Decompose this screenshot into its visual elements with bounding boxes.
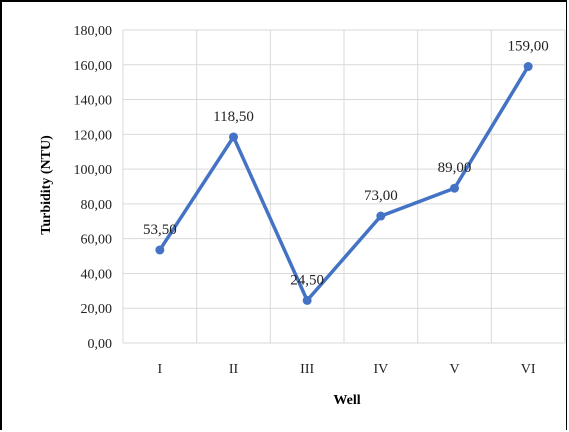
y-tick-labels: 0,00 20,00 40,00 60,00 80,00 100,00 120,00 140,… <box>74 24 113 352</box>
y-tick-label: 80,00 <box>81 198 113 213</box>
data-label: 89,00 <box>438 160 472 176</box>
x-tick-label: V <box>449 362 459 377</box>
y-tick-label: 120,00 <box>74 128 113 143</box>
series-layer <box>155 62 533 305</box>
data-label: 118,50 <box>213 109 254 125</box>
data-point <box>523 62 533 72</box>
y-tick-label: 100,00 <box>74 163 113 178</box>
series-line <box>158 65 530 303</box>
y-tick-label: 160,00 <box>74 59 113 74</box>
y-tick-label: 40,00 <box>81 267 113 282</box>
data-label: 24,50 <box>290 272 324 288</box>
x-tick-label: III <box>300 362 314 377</box>
y-tick-label: 140,00 <box>74 94 113 109</box>
grid-layer <box>122 29 566 344</box>
y-tick-label: 60,00 <box>81 233 113 248</box>
y-axis-title: Turbidity (NTU) <box>39 135 54 235</box>
x-tick-label: VI <box>521 362 536 377</box>
y-tick-label: 180,00 <box>74 24 113 39</box>
data-point <box>229 132 238 142</box>
x-tick-label: II <box>229 362 239 377</box>
data-labels: 53,50 118,50 24,50 73,00 89,00 159,00 <box>143 39 549 289</box>
data-point <box>450 183 459 193</box>
x-tick-label: I <box>157 362 162 377</box>
x-axis-title: Well <box>333 393 360 408</box>
x-tick-labels: I II III IV V VI <box>157 362 535 377</box>
data-label: 53,50 <box>143 222 177 238</box>
data-point <box>376 211 386 221</box>
data-label: 73,00 <box>364 188 398 204</box>
y-tick-label: 20,00 <box>81 302 113 317</box>
data-label: 159,00 <box>508 39 549 55</box>
y-tick-label: 0,00 <box>88 337 113 352</box>
data-point <box>302 295 312 305</box>
x-tick-label: IV <box>373 362 388 377</box>
data-point <box>155 245 165 255</box>
